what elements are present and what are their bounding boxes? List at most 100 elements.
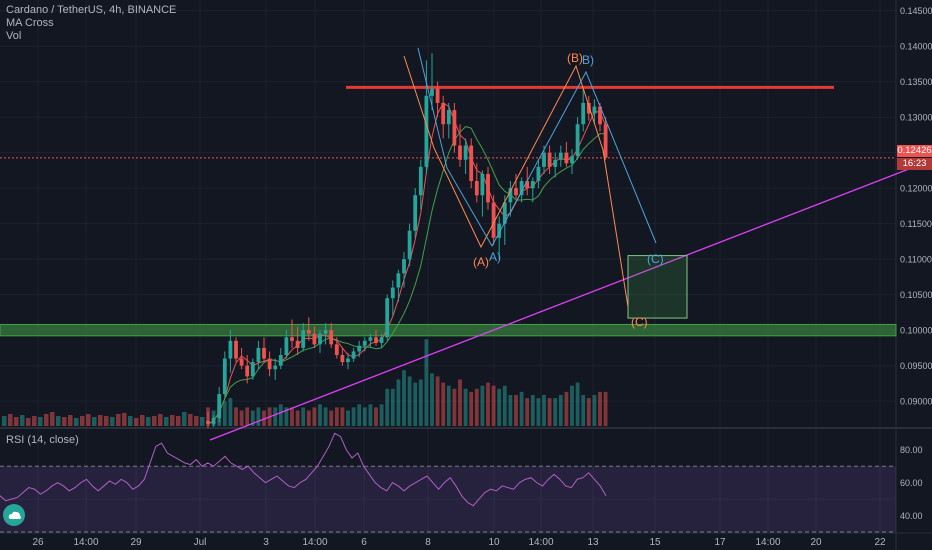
volume-bar [430,373,434,426]
indicator-volume[interactable]: Vol [6,30,22,42]
volume-bar [323,407,328,426]
candle-body [301,330,306,348]
candle-body [290,337,294,341]
indicator-ma-cross[interactable]: MA Cross [6,17,54,29]
candle-body [418,166,423,196]
candle-body [586,102,591,114]
candle-body [312,333,317,345]
candle-body [480,173,485,196]
volume-bar [424,339,429,426]
wave-label-b-orange: (B) [567,51,583,65]
volume-bar [128,416,133,426]
volume-bar [514,395,518,426]
price-tick-label: 0.09500 [900,361,932,371]
volume-bar [312,407,317,426]
volume-bar [346,410,350,426]
volume-bar [418,379,423,426]
volume-bar [122,413,127,426]
volume-bar [374,407,378,426]
candle-body [525,181,530,189]
volume-bar [334,407,339,426]
candle-body [368,337,373,341]
volume-bar [239,410,244,426]
symbol-title[interactable]: Cardano / TetherUS, 4h, BINANCE [6,4,177,16]
volume-bar [508,395,513,426]
time-tick-label: 15 [649,537,661,548]
volume-bar [413,382,418,426]
target-box [627,255,688,319]
volume-bar [62,417,67,426]
volume-bar [273,407,278,426]
wave-path-blue [417,47,657,248]
price-tick-label: 0.11500 [900,219,932,229]
candle-body [217,394,222,419]
volume-bar [486,382,490,426]
elliott-wave-drawings[interactable] [403,47,657,308]
volume-bar [463,388,468,426]
candle-body [267,358,272,370]
chart-legend: Cardano / TetherUS, 4h, BINANCE MA Cross… [6,4,176,43]
volume-bar [407,376,412,426]
rsi-pane [0,432,896,533]
candle-body [424,95,429,167]
volume-bar [68,415,73,426]
candle-body [598,106,602,125]
candle-body [508,188,513,203]
wave-path-orange [403,55,629,308]
volume-bar [564,391,569,426]
candle-body [519,181,524,196]
volume-bar [245,407,250,426]
candle-body [323,330,328,334]
candle-body [385,298,390,338]
time-tick-label: 26 [32,537,44,548]
candle-body [530,181,535,189]
candle-body [413,195,418,231]
candle-body [222,358,227,395]
support-trendline [209,159,932,441]
volume-bar [56,416,61,426]
time-tick-label: 14:00 [528,537,553,548]
time-tick-label: 3 [263,537,269,548]
candle-body [284,337,289,355]
price-tick-label: 0.13500 [900,77,932,87]
candle-body [250,362,255,377]
wave-label-b-blue: B) [582,53,594,67]
rsi-legend[interactable]: RSI (14, close) [6,434,79,446]
volume-bar [14,417,19,426]
candle-body [234,340,238,359]
volume-bar [385,388,390,426]
volume-bar [295,410,300,426]
price-tick-label: 0.14000 [900,42,932,52]
volume-bar [20,415,25,426]
volume-bar [116,414,121,426]
candle-body [452,110,457,146]
tradingview-logo[interactable] [3,504,25,526]
volume-bar [306,410,311,426]
volume-bar [474,388,479,426]
volume-bar [176,416,181,426]
candle-body [206,421,210,424]
candle-body [396,273,401,288]
price-tick-label: 0.13000 [900,113,932,123]
candle-body [502,202,507,224]
volume-bar [469,391,474,426]
volume-bar [200,417,205,426]
candle-body [446,110,451,125]
volume-bar [152,416,157,426]
volume-bar [146,417,151,426]
volume-bar [92,417,97,426]
time-tick-label: 29 [130,537,142,548]
candle-body [318,333,322,345]
volume-bar [50,412,55,426]
candle-body [306,330,311,334]
candle-body [390,287,395,299]
candle-body [547,152,552,167]
volume-bar [80,416,85,426]
wave-label-a-orange: (A) [473,255,489,269]
volume-bar [170,415,175,426]
candle-body [239,358,244,366]
cloud-icon [8,511,21,519]
candle-body [374,337,378,343]
volume-bar [86,414,91,426]
